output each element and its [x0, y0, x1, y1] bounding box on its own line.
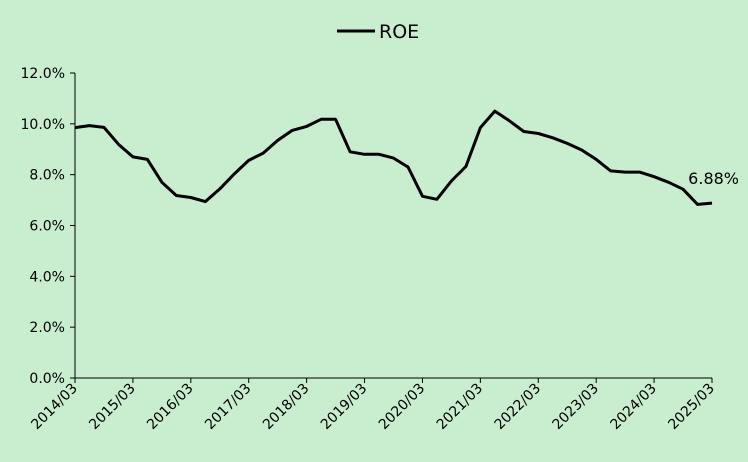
x-tick-label: 2020/03 [376, 381, 428, 433]
legend-label-roe: ROE [379, 21, 419, 43]
y-tick-label: 6.0% [29, 219, 65, 235]
x-axis: 2014/03 2015/03 2016/03 2017/03 2018/03 2019/… [28, 377, 718, 433]
legend: ROE [337, 21, 419, 43]
y-axis: 0.0% 2.0% 4.0% 6.0% 8.0% 10.0% 12.0% [21, 66, 76, 387]
series-line-roe [74, 109, 713, 206]
data-label-last-value: 6.88% [688, 169, 739, 188]
x-tick-label: 2017/03 [202, 381, 254, 433]
annotation-layer: 6.88% [688, 169, 739, 188]
series-layer [74, 109, 713, 206]
x-tick-label: 2023/03 [550, 381, 602, 433]
x-tick-label: 2024/03 [607, 381, 659, 433]
x-tick-label: 2021/03 [434, 381, 486, 433]
y-tick-label: 10.0% [21, 117, 65, 133]
x-tick-label: 2025/03 [665, 381, 717, 433]
y-tick-label: 2.0% [29, 320, 65, 336]
x-tick-label: 2022/03 [492, 381, 544, 433]
x-tick-label: 2019/03 [318, 381, 370, 433]
x-tick-label: 2015/03 [86, 381, 138, 433]
x-tick-label: 2014/03 [28, 381, 80, 433]
x-tick-label: 2016/03 [144, 381, 196, 433]
x-tick-label: 2018/03 [260, 381, 312, 433]
y-tick-label: 4.0% [29, 269, 65, 285]
y-tick-label: 0.0% [29, 371, 65, 387]
y-tick-label: 8.0% [29, 168, 65, 184]
y-tick-label: 12.0% [21, 66, 65, 82]
